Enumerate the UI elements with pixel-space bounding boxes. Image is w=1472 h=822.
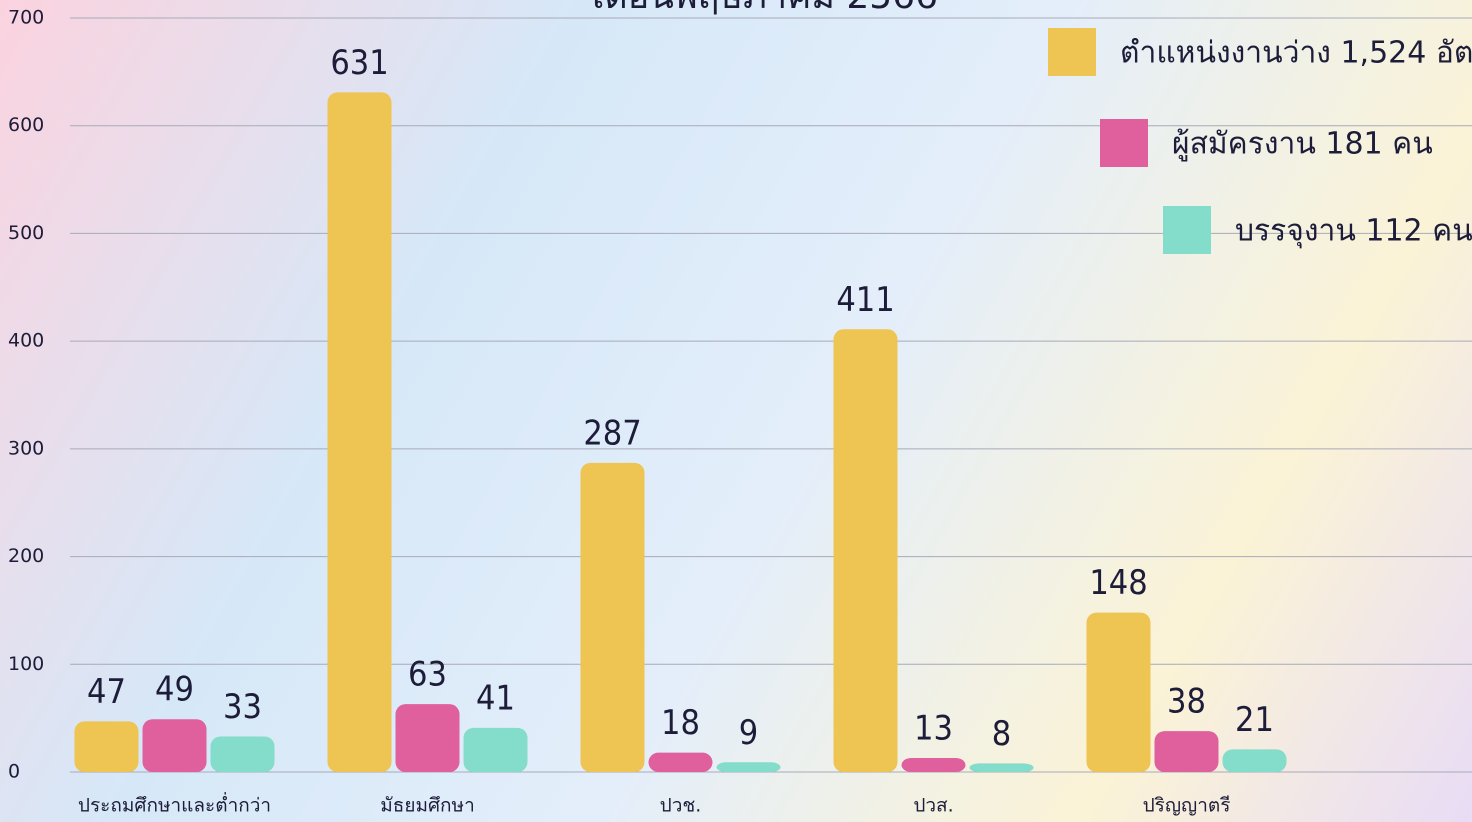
bar <box>581 463 645 772</box>
value-label: 13 <box>914 708 953 748</box>
bar <box>902 758 966 772</box>
bar <box>143 719 207 772</box>
legend-label: บรรจุงาน 112 คน <box>1235 214 1472 250</box>
legend-swatch <box>1100 119 1148 167</box>
bar <box>834 329 898 772</box>
legend-swatch <box>1163 206 1211 254</box>
y-tick-label: 200 <box>8 545 44 567</box>
value-label: 47 <box>87 672 126 712</box>
x-tick-label: มัธยมศึกษา <box>380 795 475 817</box>
value-label: 287 <box>583 413 641 453</box>
x-tick-label: ปวช. <box>660 795 702 817</box>
legend-label: ตำแหน่งงานว่าง 1,524 อัตรา <box>1120 36 1472 71</box>
legend-label: ผู้สมัครงาน 181 คน <box>1172 127 1433 162</box>
chart-title: เดือนพฤษภาคม 2566 <box>592 0 938 17</box>
y-tick-label: 0 <box>8 761 20 783</box>
y-tick-label: 400 <box>8 330 44 352</box>
bar <box>1223 749 1287 772</box>
bar <box>75 721 139 772</box>
bar <box>328 92 392 772</box>
x-tick-label: ปวส. <box>913 795 953 817</box>
bar <box>649 753 713 772</box>
bar <box>211 736 275 772</box>
value-label: 49 <box>155 670 194 710</box>
value-label: 41 <box>476 678 515 718</box>
value-label: 8 <box>992 714 1011 754</box>
value-label: 411 <box>836 280 894 320</box>
y-tick-label: 300 <box>8 437 44 459</box>
chart: เดือนพฤษภาคม 2566 0 100 200 300 400 500 600 700… <box>0 0 1472 822</box>
x-tick-label: ประถมศึกษาและต่ำกว่า <box>78 792 271 817</box>
value-label: 38 <box>1167 682 1206 722</box>
value-label: 33 <box>223 687 262 727</box>
y-tick-label: 600 <box>8 114 44 136</box>
value-label: 148 <box>1089 563 1147 603</box>
bar <box>464 728 528 772</box>
value-label: 631 <box>330 43 388 83</box>
value-label: 21 <box>1235 700 1274 740</box>
y-tick-label: 500 <box>8 222 44 244</box>
bar <box>970 763 1034 772</box>
value-label: 63 <box>408 655 447 695</box>
y-tick-label: 700 <box>8 7 44 29</box>
y-tick-label: 100 <box>8 653 44 675</box>
bar <box>396 704 460 772</box>
value-label: 18 <box>661 703 700 743</box>
bar <box>717 762 781 772</box>
legend-swatch <box>1048 28 1096 76</box>
value-label: 9 <box>739 713 758 753</box>
bar <box>1155 731 1219 772</box>
x-tick-label: ปริญญาตรี <box>1143 795 1231 817</box>
bar <box>1087 613 1151 772</box>
